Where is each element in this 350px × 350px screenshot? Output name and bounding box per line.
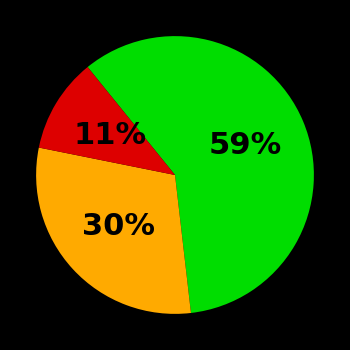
Wedge shape — [88, 36, 314, 313]
Wedge shape — [36, 148, 191, 314]
Text: 11%: 11% — [73, 121, 146, 150]
Text: 59%: 59% — [209, 131, 282, 160]
Text: 30%: 30% — [82, 212, 155, 241]
Wedge shape — [39, 67, 175, 175]
